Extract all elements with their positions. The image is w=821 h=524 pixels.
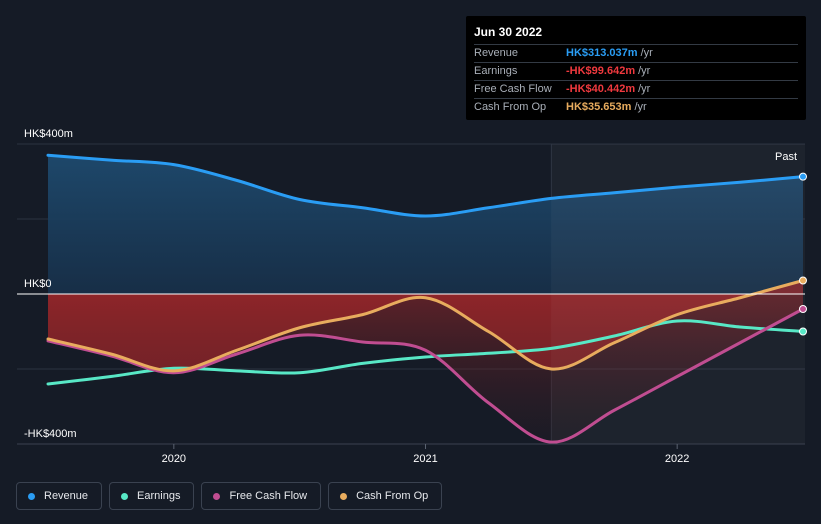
series-line-revenue xyxy=(46,153,805,218)
tooltip-value: HK$313.037m xyxy=(566,47,638,59)
tooltip-label: Cash From Op xyxy=(474,101,547,113)
x-tick-label: 2022 xyxy=(665,453,689,465)
tooltip-row-earnings: Earnings -HK$99.642m /yr xyxy=(474,62,798,80)
chart-legend: Revenue Earnings Free Cash Flow Cash Fro… xyxy=(16,482,449,510)
x-tick-label: 2020 xyxy=(162,453,186,465)
area-fills xyxy=(48,155,803,443)
tooltip-unit: /yr xyxy=(638,65,651,77)
series-line-free-cash-flow xyxy=(46,307,805,444)
tooltip-date: Jun 30 2022 xyxy=(474,25,543,39)
legend-label: Revenue xyxy=(44,490,89,502)
fcf-area xyxy=(48,294,803,443)
legend-item-cash-from-op[interactable]: Cash From Op xyxy=(328,482,443,510)
series-end-point xyxy=(799,276,807,285)
y-tick-label: HK$400m xyxy=(24,128,73,140)
legend-label: Earnings xyxy=(137,490,181,502)
axes: HK$400m HK$0 -HK$400m 2020 2021 2022 Past xyxy=(17,128,805,465)
legend-label: Cash From Op xyxy=(356,490,429,502)
y-tick-label: -HK$400m xyxy=(24,428,77,440)
legend-dot-icon xyxy=(340,492,348,500)
series-end-point xyxy=(799,172,807,181)
tooltip-value: -HK$99.642m xyxy=(566,65,636,77)
tooltip-row-revenue: Revenue HK$313.037m /yr xyxy=(474,44,798,62)
tooltip-label: Free Cash Flow xyxy=(474,83,552,95)
tooltip-unit: /yr xyxy=(640,47,653,59)
tooltip-value: HK$35.653m xyxy=(566,101,632,113)
legend-dot-icon xyxy=(213,492,221,500)
tooltip-unit: /yr xyxy=(634,101,647,113)
legend-dot-icon xyxy=(28,492,35,500)
series-line-cash-from-op xyxy=(46,279,805,373)
series-line-earnings xyxy=(46,319,805,386)
y-tick-label: HK$0 xyxy=(24,278,52,290)
legend-label: Free Cash Flow xyxy=(229,490,308,502)
revenue-area xyxy=(48,155,803,294)
series-lines xyxy=(46,153,807,444)
legend-item-free-cash-flow[interactable]: Free Cash Flow xyxy=(201,482,322,510)
legend-item-earnings[interactable]: Earnings xyxy=(109,482,195,510)
x-tick-label: 2021 xyxy=(413,453,437,465)
legend-dot-icon xyxy=(121,492,129,500)
legend-item-revenue[interactable]: Revenue xyxy=(16,482,103,510)
series-end-point xyxy=(799,327,807,336)
tooltip-row-cash-from-op: Cash From Op HK$35.653m /yr xyxy=(474,98,798,116)
past-label: Past xyxy=(775,151,797,163)
tooltip-unit: /yr xyxy=(638,83,651,95)
tooltip-label: Earnings xyxy=(474,65,518,77)
tooltip-label: Revenue xyxy=(474,47,519,59)
tooltip-row-free-cash-flow: Free Cash Flow -HK$40.442m /yr xyxy=(474,80,798,98)
series-end-point xyxy=(799,305,807,313)
tooltip-panel: Jun 30 2022 Revenue HK$313.037m /yr Earn… xyxy=(466,16,806,120)
tooltip-value: -HK$40.442m xyxy=(566,83,636,95)
